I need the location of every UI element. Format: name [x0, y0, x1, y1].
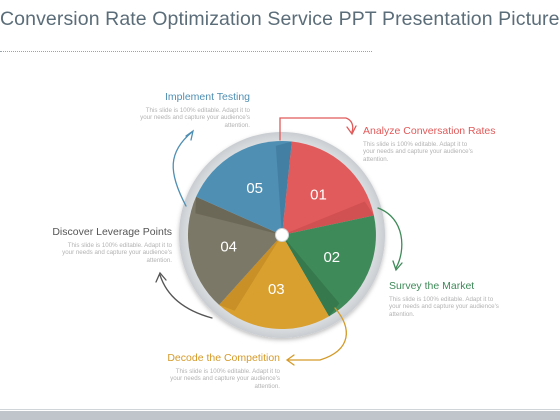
connector-survey	[377, 207, 403, 269]
arrowhead-implement	[185, 129, 195, 141]
segment-03	[219, 235, 329, 330]
connector-implement	[172, 131, 193, 207]
footer-band	[0, 411, 560, 420]
heading-implement-testing: Implement Testing	[164, 91, 250, 103]
connector-discover	[159, 274, 213, 319]
heading-decode-the-competition: Decode the Competition	[167, 352, 280, 364]
segment-number-01: 01	[310, 187, 327, 204]
footer-line	[0, 409, 560, 410]
segment-05	[196, 140, 292, 235]
segment-shadow-04	[195, 196, 282, 235]
segment-number-02: 02	[323, 249, 340, 266]
segments-group: 01 02 03 04 05	[187, 140, 376, 330]
connector-analyze	[279, 117, 354, 141]
arrowhead-discover	[155, 271, 167, 283]
title-divider	[0, 51, 372, 52]
label-discover-leverage-points: Discover Leverage Points This slide is 1…	[30, 226, 172, 264]
body-discover-leverage-points: This slide is 100% editable. Adapt it to…	[62, 242, 172, 264]
label-analyze-conversation-rates: Analyze Conversation Rates This slide is…	[363, 125, 523, 163]
heading-survey-the-market: Survey the Market	[389, 280, 475, 292]
segment-04	[187, 196, 282, 305]
segment-02	[282, 215, 376, 317]
heading-discover-leverage-points: Discover Leverage Points	[52, 226, 172, 238]
segment-shadow-02	[282, 235, 340, 317]
segment-number-03: 03	[268, 281, 285, 298]
body-decode-the-competition: This slide is 100% editable. Adapt it to…	[170, 368, 280, 390]
arrowhead-survey	[392, 260, 403, 272]
slide-title: Conversion Rate Optimization Service PPT…	[0, 8, 560, 30]
segment-number-05: 05	[246, 180, 263, 197]
segment-shadow-01	[282, 201, 374, 235]
heading-analyze-conversation-rates: Analyze Conversation Rates	[363, 125, 496, 137]
label-decode-the-competition: Decode the Competition This slide is 100…	[140, 352, 280, 390]
segment-number-04: 04	[220, 238, 237, 255]
arrowhead-analyze	[346, 125, 357, 136]
label-survey-the-market: Survey the Market This slide is 100% edi…	[389, 280, 539, 318]
body-analyze-conversation-rates: This slide is 100% editable. Adapt it to…	[363, 141, 473, 163]
connectors	[155, 117, 403, 366]
segment-shadow-05	[275, 141, 292, 235]
body-implement-testing: This slide is 100% editable. Adapt it to…	[140, 107, 250, 129]
arrowhead-decode	[285, 354, 295, 366]
label-implement-testing: Implement Testing This slide is 100% edi…	[110, 91, 250, 129]
body-survey-the-market: This slide is 100% editable. Adapt it to…	[389, 296, 499, 318]
segment-shadow-03	[219, 235, 282, 311]
center-hub	[275, 228, 289, 242]
connector-decode	[287, 307, 347, 361]
